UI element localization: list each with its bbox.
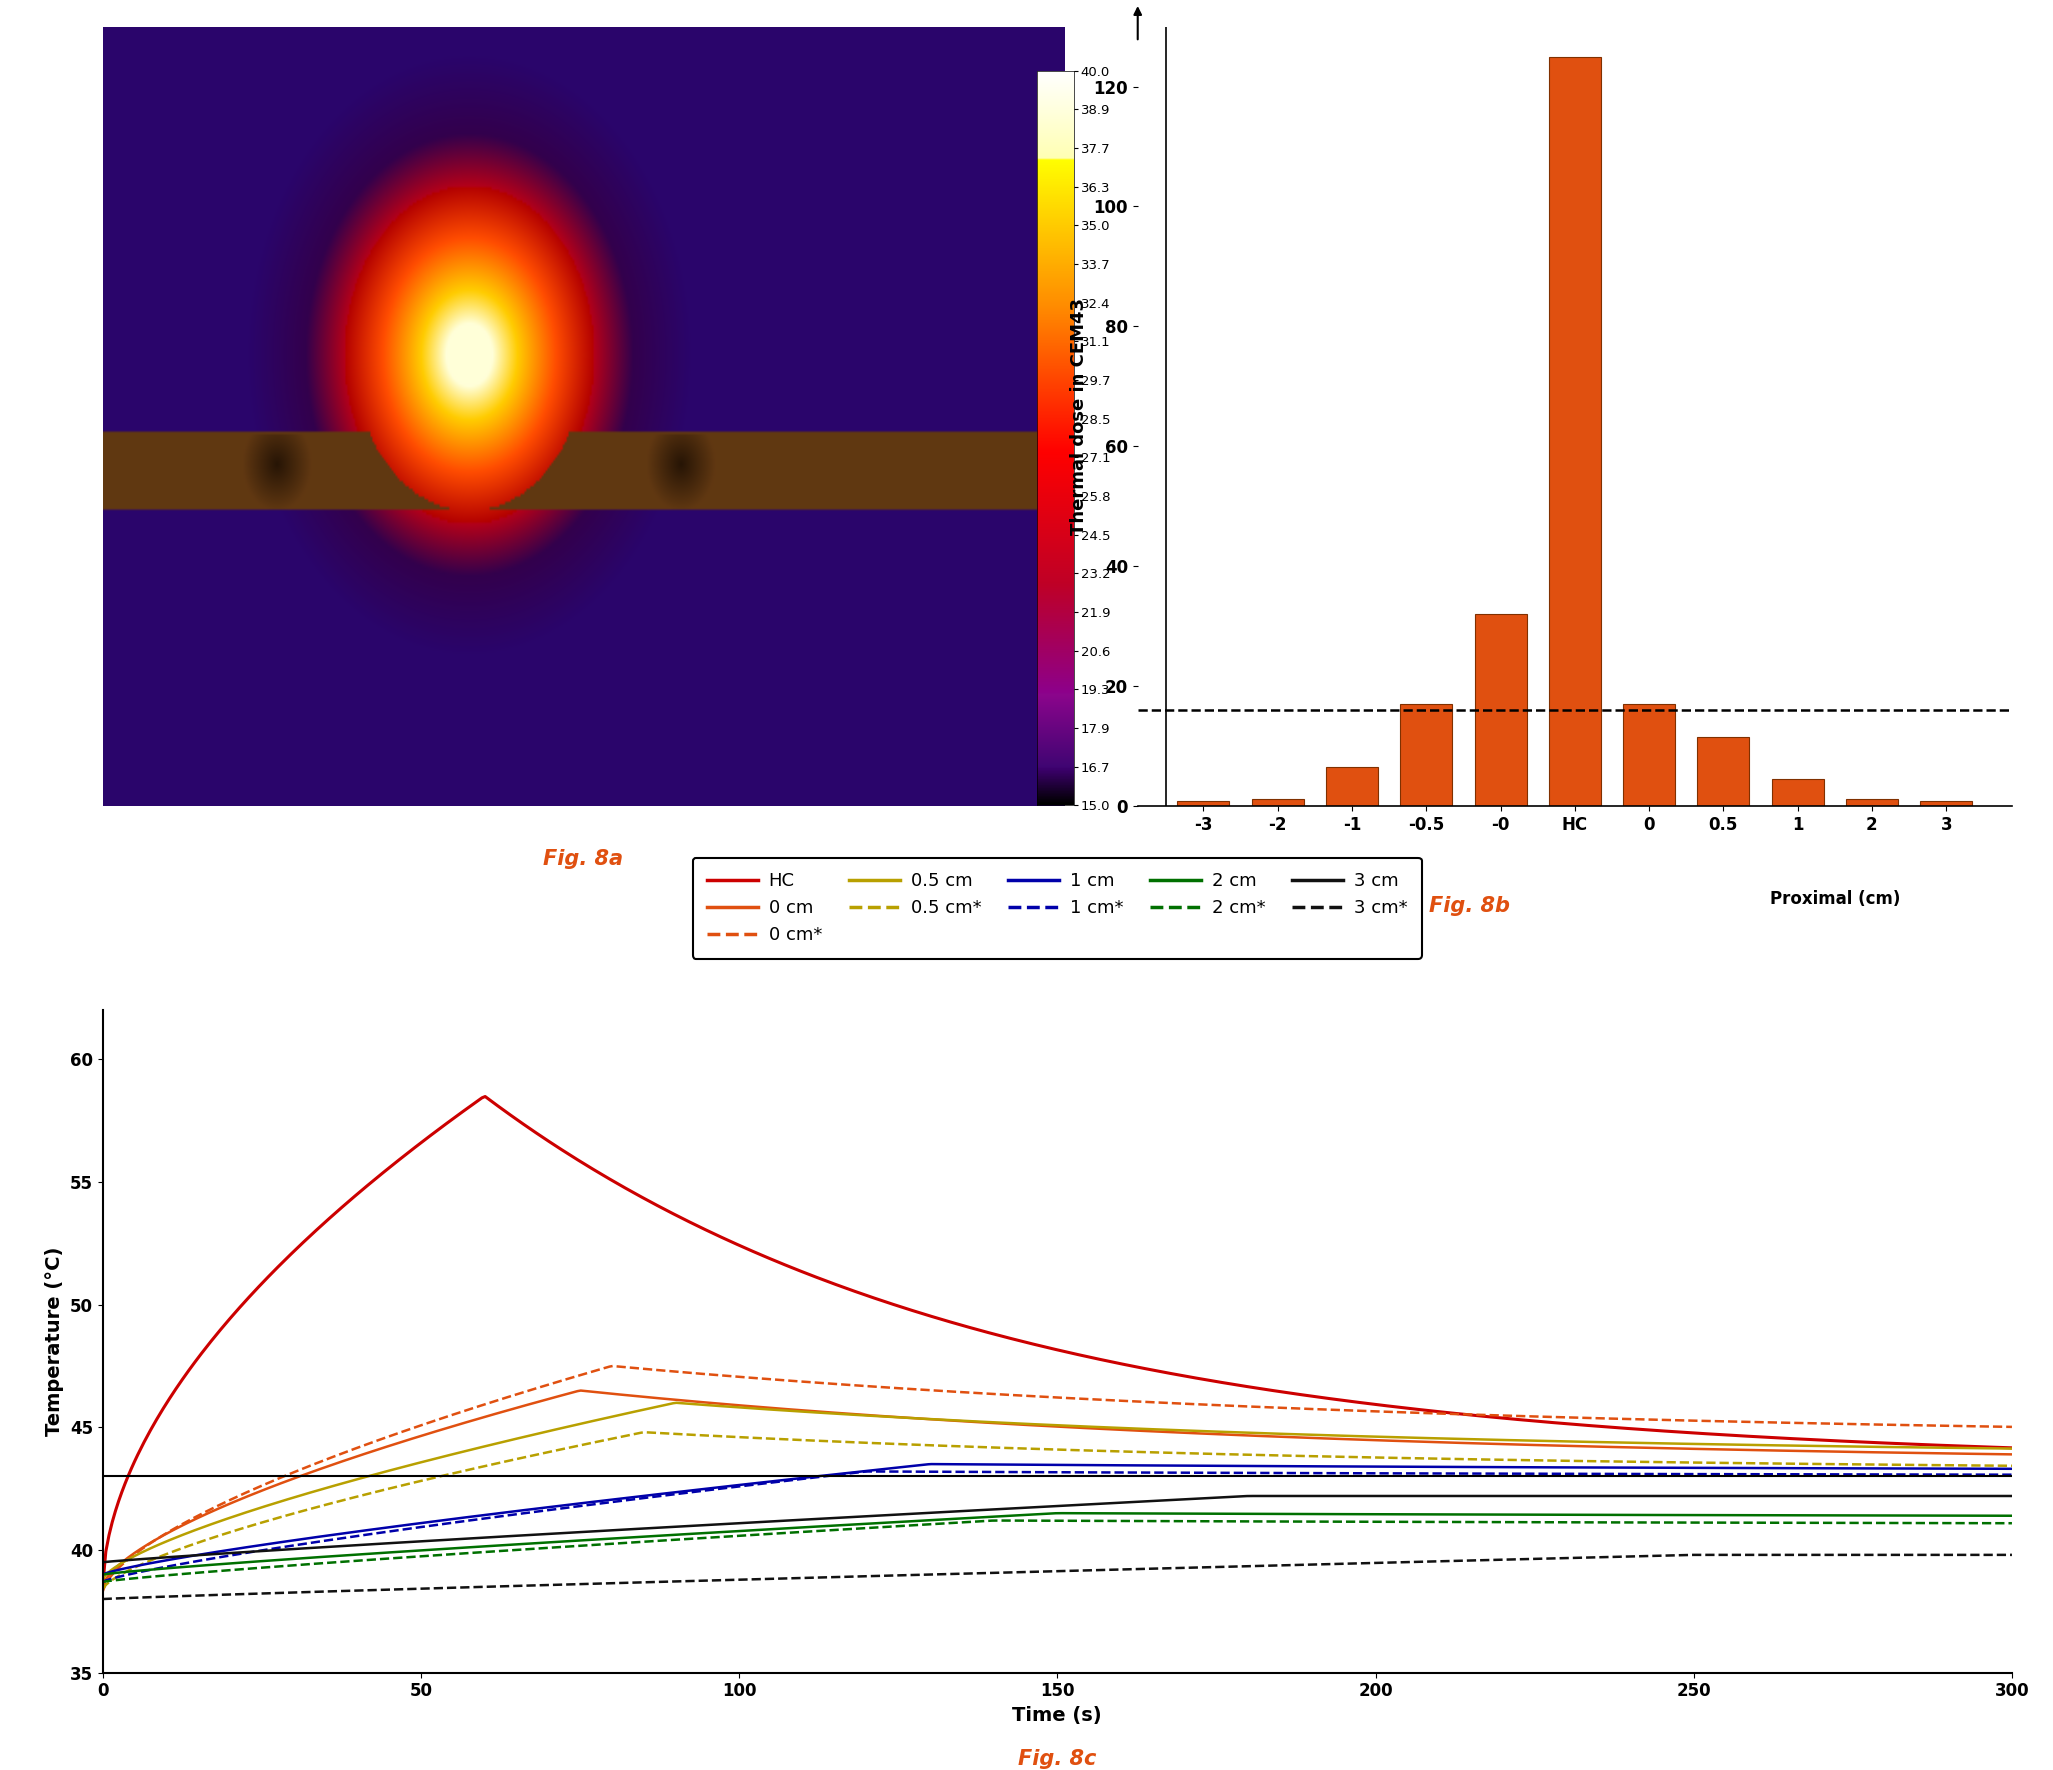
Text: Fig. 8b: Fig. 8b	[1429, 896, 1511, 915]
Bar	[1772, 779, 1823, 805]
Y-axis label: Thermal dose in CEM43: Thermal dose in CEM43	[1070, 297, 1088, 535]
Text: Fig. 8c: Fig. 8c	[1018, 1749, 1096, 1768]
Text: Distal (cm): Distal (cm)	[1265, 890, 1365, 908]
Bar	[1474, 614, 1527, 805]
Bar	[1920, 802, 1973, 805]
X-axis label: Time (s): Time (s)	[1012, 1706, 1102, 1726]
Bar	[1178, 802, 1230, 805]
Legend: HC, 0 cm, 0 cm*, 0.5 cm, 0.5 cm*, 1 cm, 1 cm*, 2 cm, 2 cm*, 3 cm, 3 cm*: HC, 0 cm, 0 cm*, 0.5 cm, 0.5 cm*, 1 cm, …	[692, 858, 1423, 959]
Text: Fig. 8a: Fig. 8a	[544, 850, 624, 869]
Bar	[1252, 798, 1304, 805]
Bar	[1698, 736, 1749, 805]
Bar	[1326, 766, 1378, 805]
Bar	[1548, 57, 1601, 805]
Bar	[1400, 704, 1451, 805]
Y-axis label: Temperature (°C): Temperature (°C)	[45, 1246, 64, 1435]
Bar	[1846, 798, 1897, 805]
Text: Proximal (cm): Proximal (cm)	[1770, 890, 1899, 908]
Bar	[1624, 704, 1675, 805]
